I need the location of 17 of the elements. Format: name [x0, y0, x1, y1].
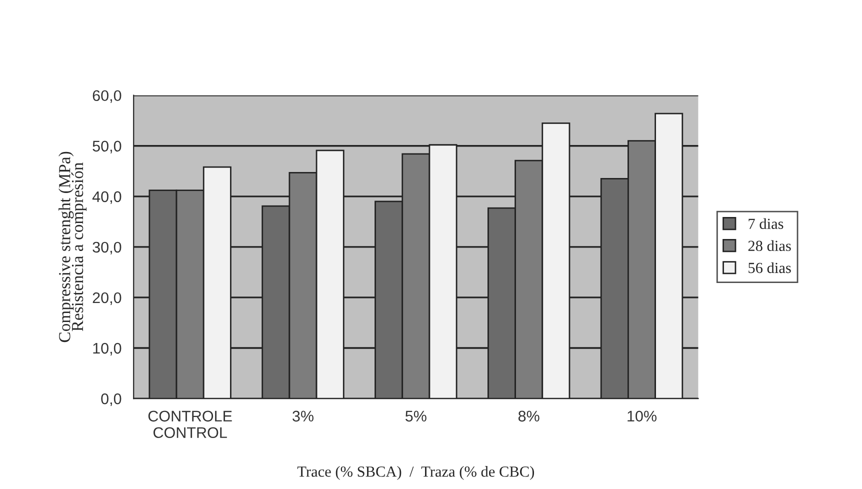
x-axis-title: Trace (% SBCA) / Traza (% de CBC) — [297, 466, 534, 480]
y-tick-label: 50,0 — [92, 140, 122, 154]
x-tick-label: 3% — [292, 410, 314, 422]
y-tick-label: 10,0 — [93, 342, 122, 356]
y-tick-label: 20,0 — [92, 292, 122, 305]
x-tick-label: CONTROLE CONTROL — [148, 410, 232, 438]
x-tick-label: 10% — [628, 410, 657, 422]
y-tick-label: 60,0 — [92, 90, 122, 103]
legend-label: 7 dias — [748, 218, 784, 229]
legend-label: 28 dias — [748, 240, 791, 252]
x-tick-label: 5% — [405, 410, 426, 422]
y-tick-label: 30,0 — [92, 242, 122, 254]
x-tick-label: 8% — [518, 410, 540, 422]
y-axis-title: Compressive strenght (MPa) Resistencia a compresión — [58, 152, 87, 342]
legend-label: 56 dias — [748, 262, 791, 274]
y-tick-label: 0,0 — [101, 393, 122, 406]
y-tick-label: 40,0 — [92, 191, 122, 204]
